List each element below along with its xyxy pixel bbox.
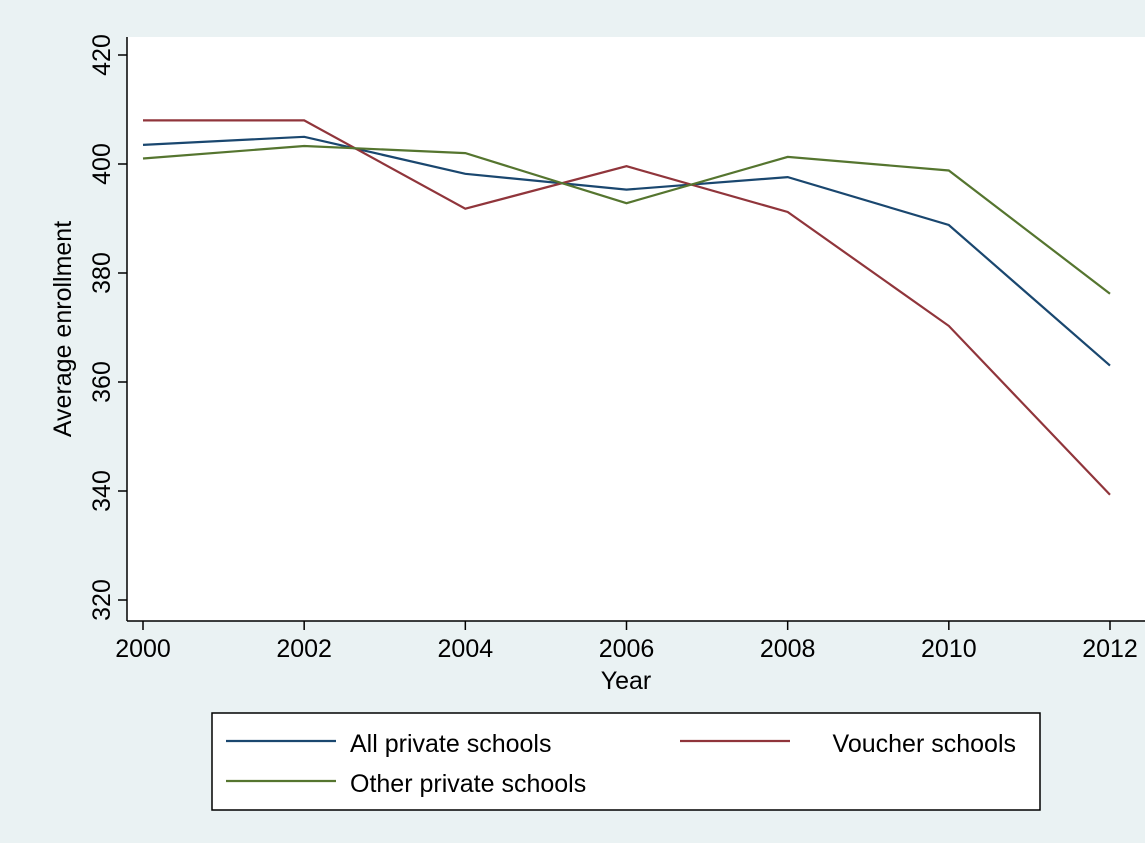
series-line-2: [143, 119, 1111, 496]
y-tick-label: 380: [88, 252, 116, 294]
x-tick-label: 2012: [1082, 635, 1138, 663]
y-axis-ticks: 320 340 360 380 400 420: [88, 34, 127, 621]
y-tick-label: 320: [88, 579, 116, 621]
plot-area: [127, 37, 1145, 621]
x-tick-label: 2008: [760, 635, 816, 663]
y-tick-label: 420: [88, 34, 116, 76]
x-tick-label: 2010: [921, 635, 977, 663]
legend-label: Voucher schools: [833, 730, 1016, 758]
x-axis-ticks: 2000 2002 2004 2006 2008 2010 2012: [115, 621, 1138, 663]
x-tick-label: 2006: [599, 635, 655, 663]
y-tick-label: 400: [88, 143, 116, 185]
x-tick-label: 2002: [276, 635, 332, 663]
series-line-3: [142, 144, 1111, 295]
legend: All private schools Voucher schools Other …: [211, 712, 1041, 811]
series-lines: [142, 119, 1111, 496]
legend-label: All private schools: [350, 730, 551, 758]
x-tick-label: 2004: [438, 635, 494, 663]
y-tick-label: 360: [88, 361, 116, 403]
legend-label: Other private schools: [350, 770, 586, 798]
y-tick-label: 340: [88, 470, 116, 512]
x-tick-label: 2000: [115, 635, 171, 663]
series-line-1: [142, 135, 1111, 367]
x-axis-label: Year: [601, 667, 652, 695]
legend-box: [211, 712, 1041, 811]
y-axis-label: Average enrollment: [49, 221, 77, 437]
